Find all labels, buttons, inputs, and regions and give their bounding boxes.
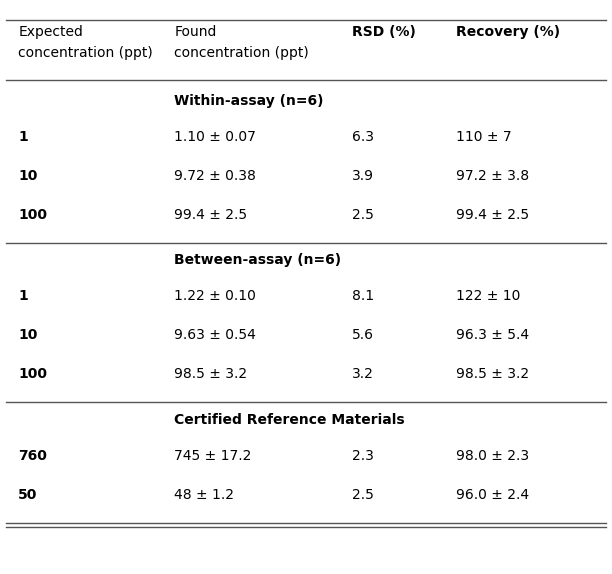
Text: 3.9: 3.9 xyxy=(352,169,374,183)
Text: 48 ± 1.2: 48 ± 1.2 xyxy=(174,488,234,502)
Text: Expected: Expected xyxy=(18,25,83,38)
Text: concentration (ppt): concentration (ppt) xyxy=(174,46,309,60)
Text: Recovery (%): Recovery (%) xyxy=(456,25,560,38)
Text: 2.5: 2.5 xyxy=(352,488,374,502)
Text: 1: 1 xyxy=(18,130,28,144)
Text: 745 ± 17.2: 745 ± 17.2 xyxy=(174,449,252,463)
Text: 9.63 ± 0.54: 9.63 ± 0.54 xyxy=(174,328,256,343)
Text: RSD (%): RSD (%) xyxy=(352,25,416,38)
Text: 122 ± 10: 122 ± 10 xyxy=(456,289,520,304)
Text: 3.2: 3.2 xyxy=(352,367,374,382)
Text: 99.4 ± 2.5: 99.4 ± 2.5 xyxy=(174,208,247,222)
Text: 97.2 ± 3.8: 97.2 ± 3.8 xyxy=(456,169,529,183)
Text: 99.4 ± 2.5: 99.4 ± 2.5 xyxy=(456,208,529,222)
Text: 98.5 ± 3.2: 98.5 ± 3.2 xyxy=(174,367,247,382)
Text: 100: 100 xyxy=(18,208,47,222)
Text: Certified Reference Materials: Certified Reference Materials xyxy=(174,413,405,427)
Text: 6.3: 6.3 xyxy=(352,130,374,144)
Text: 100: 100 xyxy=(18,367,47,382)
Text: 110 ± 7: 110 ± 7 xyxy=(456,130,512,144)
Text: 98.0 ± 2.3: 98.0 ± 2.3 xyxy=(456,449,529,463)
Text: 8.1: 8.1 xyxy=(352,289,374,304)
Text: 5.6: 5.6 xyxy=(352,328,374,343)
Text: 9.72 ± 0.38: 9.72 ± 0.38 xyxy=(174,169,256,183)
Text: Found: Found xyxy=(174,25,217,38)
Text: 96.0 ± 2.4: 96.0 ± 2.4 xyxy=(456,488,529,502)
Text: 50: 50 xyxy=(18,488,38,502)
Text: 2.5: 2.5 xyxy=(352,208,374,222)
Text: 1.22 ± 0.10: 1.22 ± 0.10 xyxy=(174,289,256,304)
Text: Within-assay (n=6): Within-assay (n=6) xyxy=(174,94,324,108)
Text: 98.5 ± 3.2: 98.5 ± 3.2 xyxy=(456,367,529,382)
Text: 1: 1 xyxy=(18,289,28,304)
Text: 96.3 ± 5.4: 96.3 ± 5.4 xyxy=(456,328,529,343)
Text: 2.3: 2.3 xyxy=(352,449,374,463)
Text: 10: 10 xyxy=(18,328,38,343)
Text: Between-assay (n=6): Between-assay (n=6) xyxy=(174,253,341,267)
Text: 760: 760 xyxy=(18,449,47,463)
Text: 1.10 ± 0.07: 1.10 ± 0.07 xyxy=(174,130,256,144)
Text: concentration (ppt): concentration (ppt) xyxy=(18,46,153,60)
Text: 10: 10 xyxy=(18,169,38,183)
